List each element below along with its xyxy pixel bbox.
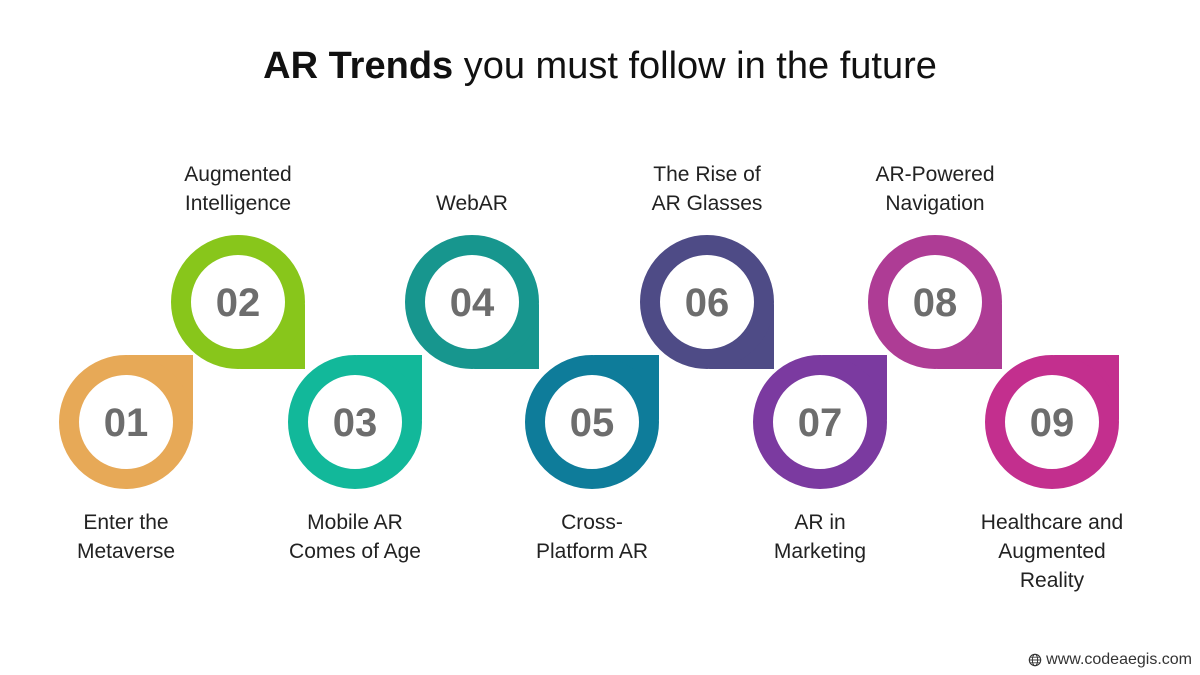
trend-label-01: Enter the Metaverse <box>26 508 226 566</box>
trend-node-01: 01 <box>59 355 193 489</box>
ring-inner <box>545 375 639 469</box>
trend-number: 02 <box>216 281 261 325</box>
trend-label-02: Augmented Intelligence <box>138 160 338 218</box>
trend-label-line: Navigation <box>885 192 985 215</box>
ring <box>640 235 774 369</box>
trend-label-line: AR Glasses <box>651 192 763 215</box>
ring <box>753 355 887 489</box>
trend-label-05: Cross- Platform AR <box>492 508 692 566</box>
trend-label-line: Metaverse <box>76 540 176 563</box>
page-title: AR Trends you must follow in the future <box>0 42 1200 90</box>
trend-label-line: Augmented <box>184 163 292 186</box>
trend-label-07: AR in Marketing <box>720 508 920 566</box>
trend-label-line: Platform AR <box>535 540 649 563</box>
ring-inner <box>308 375 402 469</box>
ring <box>985 355 1119 489</box>
footer: www.codeaegis.com <box>1028 651 1192 669</box>
trend-node-07: 07 <box>753 355 887 489</box>
trend-label-04: WebAR <box>372 189 572 218</box>
trend-label-line: Augmented <box>998 540 1106 563</box>
ring-inner <box>773 375 867 469</box>
trend-node-04: 04 <box>405 235 539 369</box>
trend-label-03: Mobile AR Comes of Age <box>255 508 455 566</box>
trend-number: 04 <box>450 281 495 325</box>
trend-node-08: 08 <box>868 235 1002 369</box>
trend-label-line: Intelligence <box>184 192 292 215</box>
trend-node-05: 05 <box>525 355 659 489</box>
trend-label-line: Reality <box>1019 569 1085 592</box>
ring <box>59 355 193 489</box>
ring <box>171 235 305 369</box>
trend-number: 01 <box>104 401 149 445</box>
trend-node-06: 06 <box>640 235 774 369</box>
title-bold: AR Trends <box>263 45 454 87</box>
trend-label-09: Healthcare and Augmented Reality <box>952 508 1152 595</box>
ring-inner <box>79 375 173 469</box>
trend-number: 03 <box>333 401 378 445</box>
ring-inner <box>888 255 982 349</box>
ring <box>525 355 659 489</box>
trend-label-line: Comes of Age <box>289 540 421 563</box>
trend-label-08: AR-Powered Navigation <box>835 160 1035 218</box>
trend-label-line: WebAR <box>436 192 508 215</box>
trend-label-line: AR in <box>794 511 846 534</box>
ring-inner <box>1005 375 1099 469</box>
trend-node-09: 09 <box>985 355 1119 489</box>
trend-number: 08 <box>913 281 958 325</box>
ring-inner <box>191 255 285 349</box>
trend-label-06: The Rise of AR Glasses <box>607 160 807 218</box>
trend-label-line: Cross- <box>561 511 623 534</box>
ring-inner <box>425 255 519 349</box>
trend-label-line: Marketing <box>773 540 867 563</box>
trend-label-line: Mobile AR <box>307 511 403 534</box>
ring <box>405 235 539 369</box>
ring <box>868 235 1002 369</box>
trend-label-line: Enter the <box>83 511 169 534</box>
trend-number: 05 <box>570 401 615 445</box>
trend-node-02: 02 <box>171 235 305 369</box>
trend-number: 06 <box>685 281 730 325</box>
trend-label-line: Healthcare and <box>980 511 1124 534</box>
trend-number: 09 <box>1030 401 1075 445</box>
trend-label-line: AR-Powered <box>875 163 995 186</box>
ring-inner <box>660 255 754 349</box>
title-rest: you must follow in the future <box>463 45 937 87</box>
globe-icon <box>1028 653 1042 667</box>
footer-url: www.codeaegis.com <box>1046 651 1192 668</box>
ring <box>288 355 422 489</box>
trend-label-line: The Rise of <box>653 163 761 186</box>
trend-node-03: 03 <box>288 355 422 489</box>
trend-number: 07 <box>798 401 843 445</box>
